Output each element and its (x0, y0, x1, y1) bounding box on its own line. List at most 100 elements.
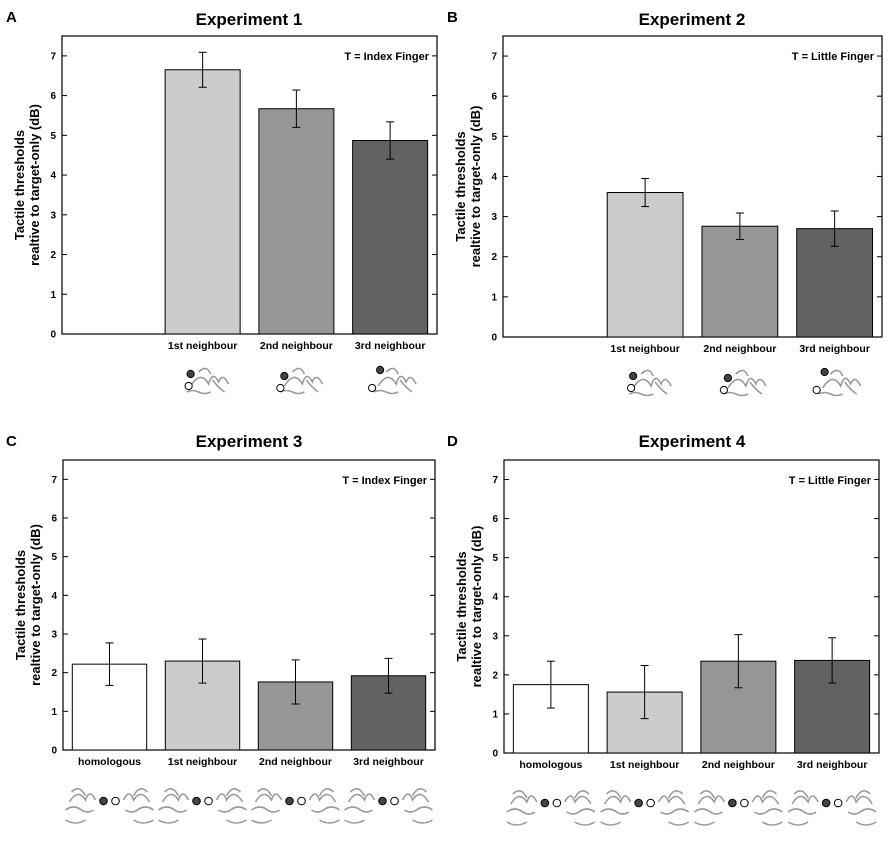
hand-outline (186, 367, 230, 395)
target-dot (540, 798, 550, 808)
y-axis-label: Tactile thresholdsrealtive to target-onl… (453, 106, 483, 268)
panel-label: A (6, 9, 17, 26)
distractor-dot (111, 796, 120, 806)
distractor-dot (184, 381, 193, 391)
y-tick-label: 1 (51, 707, 57, 718)
y-tick-label: 1 (491, 292, 497, 303)
y-tick-label: 1 (492, 709, 498, 720)
chart-title: Experiment 2 (639, 10, 746, 29)
distractor-dot (204, 796, 213, 806)
y-tick-label: 4 (51, 591, 57, 602)
target-dot (728, 798, 737, 808)
y-tick-label: 5 (50, 131, 56, 142)
panel-label: D (447, 433, 458, 450)
hand-outline (373, 367, 417, 395)
y-tick-label: 3 (51, 630, 57, 641)
y-tick-label: 2 (491, 252, 497, 263)
hand-icon (65, 788, 154, 824)
y-tick-label: 3 (492, 631, 498, 642)
y-axis-label: Tactile thresholdsrealtive to target-onl… (12, 104, 42, 266)
x-tick-label: 1st neighbour (168, 756, 237, 768)
y-tick-label: 0 (51, 746, 57, 757)
x-tick-label: 1st neighbour (168, 340, 237, 352)
x-tick-label: 1st neighbour (610, 343, 679, 355)
hands-outline (344, 788, 433, 824)
x-tick-label: homologous (519, 759, 582, 771)
x-tick-label: 3rd neighbour (353, 756, 424, 768)
y-tick-label: 4 (492, 592, 498, 603)
y-tick-label: 7 (51, 475, 57, 486)
panel-label: B (447, 9, 458, 26)
hand-icon (812, 367, 862, 397)
panel-c: C Experiment 3 0 1 2 3 4 5 6 7 Tactile thresholdsr… (6, 432, 436, 824)
y-axis-label: Tactile thresholdsrealtive to target-onl… (13, 524, 43, 686)
y-tick-label: 6 (51, 514, 57, 525)
bar (258, 108, 335, 335)
x-tick-label: 3rd neighbour (355, 340, 426, 352)
hands-outline (693, 790, 783, 826)
distractor-dot (646, 798, 655, 808)
y-tick-label: 2 (492, 670, 498, 681)
distractor-dot (276, 383, 285, 393)
y-axis-label: Tactile thresholdsrealtive to target-onl… (454, 526, 484, 688)
hand-icon (719, 369, 767, 397)
distractor-dot (627, 383, 636, 393)
y-tick-label: 3 (50, 210, 56, 221)
panel-a: A Experiment 1 0 1 2 3 4 5 6 7 Tactile thresholdsr… (6, 9, 438, 395)
x-tick-label: 2nd neighbour (259, 756, 332, 768)
y-tick-label: 0 (50, 330, 56, 341)
hand-icon (787, 790, 877, 826)
target-dot (280, 371, 289, 381)
y-tick-label: 5 (492, 553, 498, 564)
hand-icon (158, 788, 247, 824)
chart-title: Experiment 4 (639, 432, 746, 451)
panel-label: C (6, 433, 17, 450)
panel-d: D Experiment 4 0 1 2 3 4 5 6 7 Tactile thresholdsr… (447, 432, 880, 826)
bar (701, 225, 779, 338)
y-tick-label: 4 (50, 171, 56, 182)
target-dot (192, 796, 201, 806)
chart-title: Experiment 3 (196, 432, 303, 451)
y-tick-label: 2 (50, 250, 56, 261)
hand-icon (506, 790, 596, 826)
hand-outline (818, 369, 862, 397)
hand-outline (280, 367, 324, 395)
y-tick-label: 6 (491, 92, 497, 103)
distractor-dot (368, 383, 377, 393)
target-dot (634, 798, 643, 808)
x-tick-label: homologous (78, 756, 141, 768)
y-tick-label: 5 (51, 552, 57, 563)
y-tick-label: 7 (492, 475, 498, 486)
hand-icon (693, 790, 783, 826)
bar (352, 139, 429, 335)
chart-title: Experiment 1 (196, 10, 303, 29)
distractor-dot (833, 798, 843, 808)
y-tick-label: 7 (491, 52, 497, 63)
hand-icon (251, 788, 340, 824)
hands-outline (65, 788, 154, 824)
hands-outline (158, 788, 247, 824)
y-tick-label: 0 (491, 333, 497, 344)
y-tick-label: 3 (491, 212, 497, 223)
panel-b: B Experiment 2 0 1 2 3 4 5 6 7 Tactile thresholdsr… (447, 9, 883, 397)
distractor-dot (552, 798, 562, 808)
hands-outline (251, 788, 340, 824)
distractor-dot (297, 796, 306, 806)
target-dot (629, 371, 638, 381)
annotation: T = Index Finger (344, 51, 429, 63)
hand-icon (627, 369, 672, 397)
target-dot (723, 373, 732, 383)
y-tick-label: 1 (50, 290, 56, 301)
hand-icon (184, 367, 230, 395)
x-tick-label: 1st neighbour (610, 759, 679, 771)
target-dot (186, 369, 195, 379)
distractor-dot (390, 796, 399, 806)
hand-outline (628, 369, 672, 397)
y-tick-label: 0 (492, 749, 498, 760)
target-dot (378, 796, 387, 806)
hands-outline (506, 790, 596, 826)
annotation: T = Little Finger (792, 51, 875, 63)
hand-icon (276, 367, 324, 395)
y-tick-label: 4 (491, 172, 497, 183)
